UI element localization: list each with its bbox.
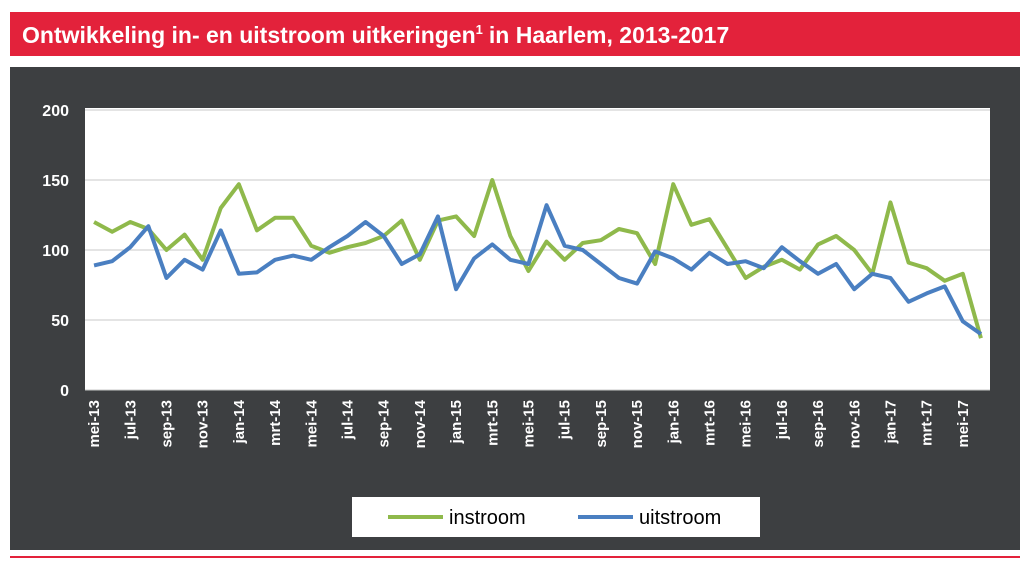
plot-area — [85, 108, 990, 390]
x-tick-label: jan-16 — [665, 400, 682, 444]
y-tick-label: 50 — [51, 313, 69, 330]
x-tick-label: mrt-14 — [267, 399, 284, 446]
x-tick-label: sep-14 — [376, 399, 393, 447]
x-tick-label: mei-14 — [303, 399, 320, 447]
x-tick-label: jan-15 — [448, 400, 465, 444]
title-footnote: 1 — [476, 22, 483, 37]
x-tick-label: sep-16 — [810, 400, 827, 448]
legend-label: instroom — [449, 507, 526, 529]
x-tick-label: jul-15 — [557, 400, 574, 440]
x-tick-label: sep-15 — [593, 400, 610, 448]
series-line — [93, 178, 983, 339]
x-tick-label: sep-13 — [158, 400, 175, 448]
y-tick-label: 0 — [60, 383, 69, 400]
x-tick-label: nov-13 — [195, 400, 212, 448]
x-tick-label: mei-13 — [86, 400, 103, 448]
title-suffix: in Haarlem, 2013-2017 — [489, 22, 729, 48]
legend-label: uitstroom — [639, 507, 721, 529]
x-tick-label: mrt-15 — [484, 400, 501, 446]
series-line — [93, 203, 983, 336]
y-tick-label: 200 — [42, 103, 69, 120]
x-tick-label: jan-14 — [231, 399, 248, 444]
x-tick-label: mei-15 — [520, 400, 537, 448]
x-tick-label: mei-17 — [955, 400, 972, 448]
x-tick-label: nov-14 — [412, 399, 429, 448]
x-tick-label: nov-16 — [846, 400, 863, 448]
x-tick-label: mrt-16 — [701, 400, 718, 446]
x-tick-label: jul-16 — [774, 400, 791, 440]
chart-title: Ontwikkeling in- en uitstroom uitkeringe… — [22, 22, 729, 48]
x-tick-label: jan-17 — [882, 400, 899, 444]
title-bar — [10, 12, 1020, 56]
y-tick-label: 150 — [42, 173, 69, 190]
x-tick-label: jul-13 — [122, 400, 139, 440]
x-tick-label: nov-15 — [629, 400, 646, 448]
title-main: Ontwikkeling in- en uitstroom uitkeringe… — [22, 22, 476, 48]
y-tick-label: 100 — [42, 243, 69, 260]
x-tick-label: mrt-17 — [919, 400, 936, 446]
x-tick-label: mei-16 — [738, 400, 755, 448]
x-tick-label: jul-14 — [339, 399, 356, 440]
